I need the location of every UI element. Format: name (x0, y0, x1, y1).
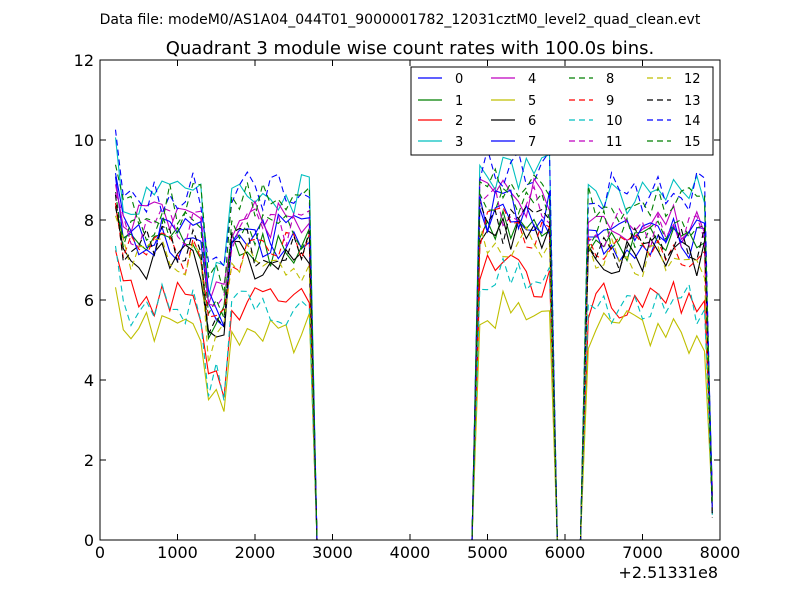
legend-label-13: 13 (684, 94, 701, 109)
chart-title: Quadrant 3 module wise count rates with … (166, 38, 655, 59)
legend-label-5: 5 (528, 94, 536, 109)
figure-supertitle: Data file: modeM0/AS1A04_044T01_90000017… (100, 12, 701, 28)
y-tick-label: 10 (74, 131, 94, 150)
legend-label-0: 0 (455, 72, 463, 87)
x-axis-offset-label: +2.51331e8 (618, 563, 718, 582)
x-tick-label: 4000 (390, 543, 431, 562)
x-tick-label: 2000 (235, 543, 276, 562)
legend-label-15: 15 (684, 135, 701, 150)
legend-label-10: 10 (606, 114, 623, 129)
x-tick-label: 1000 (157, 543, 198, 562)
series-line-3 (114, 137, 713, 540)
y-tick-label: 4 (84, 371, 94, 390)
legend-label-4: 4 (528, 72, 536, 87)
x-tick-label: 0 (95, 543, 105, 562)
legend-label-9: 9 (606, 94, 614, 109)
legend-label-12: 12 (684, 72, 701, 87)
y-tick-label: 2 (84, 451, 94, 470)
x-axis: 0 1000 2000 3000 4000 5000 6000 7000 8000 (95, 60, 740, 562)
series-line-10 (114, 245, 713, 540)
x-tick-label: 5000 (467, 543, 508, 562)
series-line-7 (114, 173, 713, 540)
legend-label-8: 8 (606, 72, 614, 87)
legend-frame (410, 66, 714, 156)
series-line-14 (114, 129, 713, 540)
y-tick-label: 8 (84, 211, 94, 230)
series-line-5 (114, 287, 713, 540)
x-tick-label: 7000 (622, 543, 663, 562)
legend-label-3: 3 (455, 135, 463, 150)
legend-label-6: 6 (528, 114, 536, 129)
x-tick-label: 6000 (545, 543, 586, 562)
y-tick-label: 0 (84, 531, 94, 550)
legend-label-7: 7 (528, 135, 536, 150)
legend-label-2: 2 (455, 114, 463, 129)
legend-label-14: 14 (684, 114, 701, 129)
y-tick-label: 6 (84, 291, 94, 310)
series-line-2 (114, 250, 713, 540)
x-tick-label: 8000 (700, 543, 741, 562)
legend-label-11: 11 (606, 135, 623, 150)
series-layer (114, 129, 713, 540)
series-line-1 (114, 207, 713, 540)
legend-label-1: 1 (455, 94, 463, 109)
y-tick-label: 12 (74, 51, 94, 70)
series-line-15 (114, 164, 713, 540)
x-tick-label: 3000 (312, 543, 353, 562)
